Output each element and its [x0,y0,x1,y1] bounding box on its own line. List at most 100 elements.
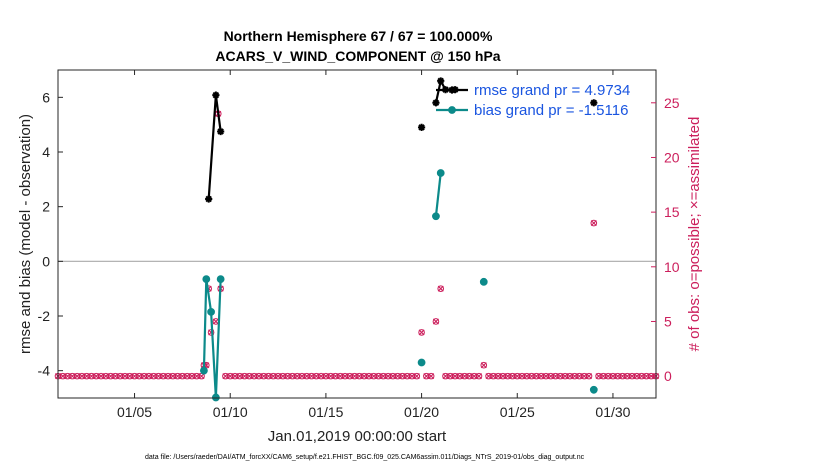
bias-point [432,212,440,221]
obs-assimilated-point [442,373,449,380]
obs-possible-point [504,372,511,380]
obs-assimilated-point [265,373,272,380]
obs-possible-point [509,372,516,380]
obs-assimilated-point [342,373,349,380]
obs-possible-point [552,372,559,380]
obs-assimilated-point [346,373,353,380]
obs-possible-point [308,372,315,380]
obs-possible-point [188,372,196,380]
obs-possible-point [255,372,263,380]
obs-possible-point [413,372,421,380]
obs-possible-point [480,361,488,369]
obs-possible-point [375,372,382,380]
obs-assimilated-point [566,373,573,380]
obs-possible-point [499,372,507,380]
obs-assimilated-point [275,373,282,380]
x-tick-label: 01/20 [404,404,439,420]
obs-assimilated-point [461,373,468,380]
obs-assimilated-point [480,362,487,369]
obs-possible-point [136,372,143,380]
x-tick-label: 01/10 [213,404,248,420]
obs-possible-point [73,372,81,380]
obs-assimilated-point [619,373,626,380]
obs-assimilated-point [337,373,344,380]
x-axis-ticks: 01/05 01/10 01/15 01/20 01/25 01/30 [117,70,631,420]
obs-possible-point [585,372,593,380]
y-tick-label-left: 4 [42,144,50,160]
obs-possible-point [289,372,296,380]
obs-possible-point [246,372,253,380]
obs-possible-point [628,372,636,380]
obs-possible-point [126,372,134,380]
obs-possible-point [427,372,435,380]
obs-possible-point [456,372,464,380]
obs-possible-point [470,372,478,380]
obs-assimilated-point [399,373,406,380]
obs-possible-point [609,372,617,380]
y-tick-label-right: 25 [664,95,680,111]
bias-point [200,366,208,375]
obs-assimilated-point [466,373,473,380]
obs-assimilated-point [514,373,521,380]
obs-assimilated-point [365,373,372,380]
obs-assimilated-point [638,373,645,380]
obs-assimilated-point [308,373,315,380]
obs-possible-point [461,372,468,380]
obs-assimilated-point [452,373,459,380]
obs-assimilated-point [232,373,238,380]
bias-line [434,172,442,217]
obs-possible-point [150,372,157,380]
obs-possible-point [576,372,583,380]
obs-possible-point [451,372,459,380]
obs-assimilated-point [476,373,482,380]
obs-assimilated-point [547,373,554,380]
legend: rmse grand pr = 4.9734 bias grand pr = -1… [436,82,630,119]
obs-assimilated-point [270,373,277,380]
obs-assimilated-point [351,373,358,380]
plot-area [58,70,656,398]
obs-assimilated-point [356,373,363,380]
y-tick-label-left: 0 [42,253,50,269]
y-tick-label-left: -2 [38,308,51,324]
obs-assimilated-point [456,373,463,380]
legend-rmse-marker [448,86,456,94]
obs-assimilated-point [643,373,650,380]
obs-assimilated-point [394,373,401,380]
bias-point [216,275,225,284]
obs-assimilated-point [107,373,114,380]
obs-assimilated-point [504,373,511,380]
y-tick-label-right: 15 [664,204,680,220]
obs-possible-point [380,372,387,380]
obs-assimilated-point [145,373,152,380]
obs-assimilated-point [69,373,76,380]
bias-point [436,169,445,177]
obs-possible-point [365,372,373,380]
obs-possible-point [523,372,531,380]
obs-possible-point [317,372,325,380]
obs-possible-point [485,372,492,380]
obs-possible-point [432,318,440,325]
obs-assimilated-point [227,373,234,380]
obs-possible-point [537,372,545,380]
obs-possible-point [341,372,349,380]
obs-assimilated-point [485,373,492,380]
obs-assimilated-point [64,373,71,380]
obs-assimilated-point [298,373,305,380]
obs-assimilated-point [88,373,95,380]
obs-possible-point [284,372,291,380]
obs-assimilated-point [447,373,454,380]
obs-possible-point [633,372,641,380]
obs-assimilated-point [131,373,138,380]
obs-possible-point [303,372,311,380]
obs-assimilated-point [418,329,425,336]
obs-possible-point [293,372,301,380]
obs-assimilated-point [174,373,181,380]
legend-bias-label: bias grand pr = -1.5116 [474,102,628,119]
obs-possible-point [571,372,578,380]
obs-assimilated-point [332,373,339,380]
obs-possible-point [643,372,650,380]
obs-possible-point [351,372,358,380]
obs-possible-point [298,372,306,380]
obs-possible-point [442,372,449,380]
